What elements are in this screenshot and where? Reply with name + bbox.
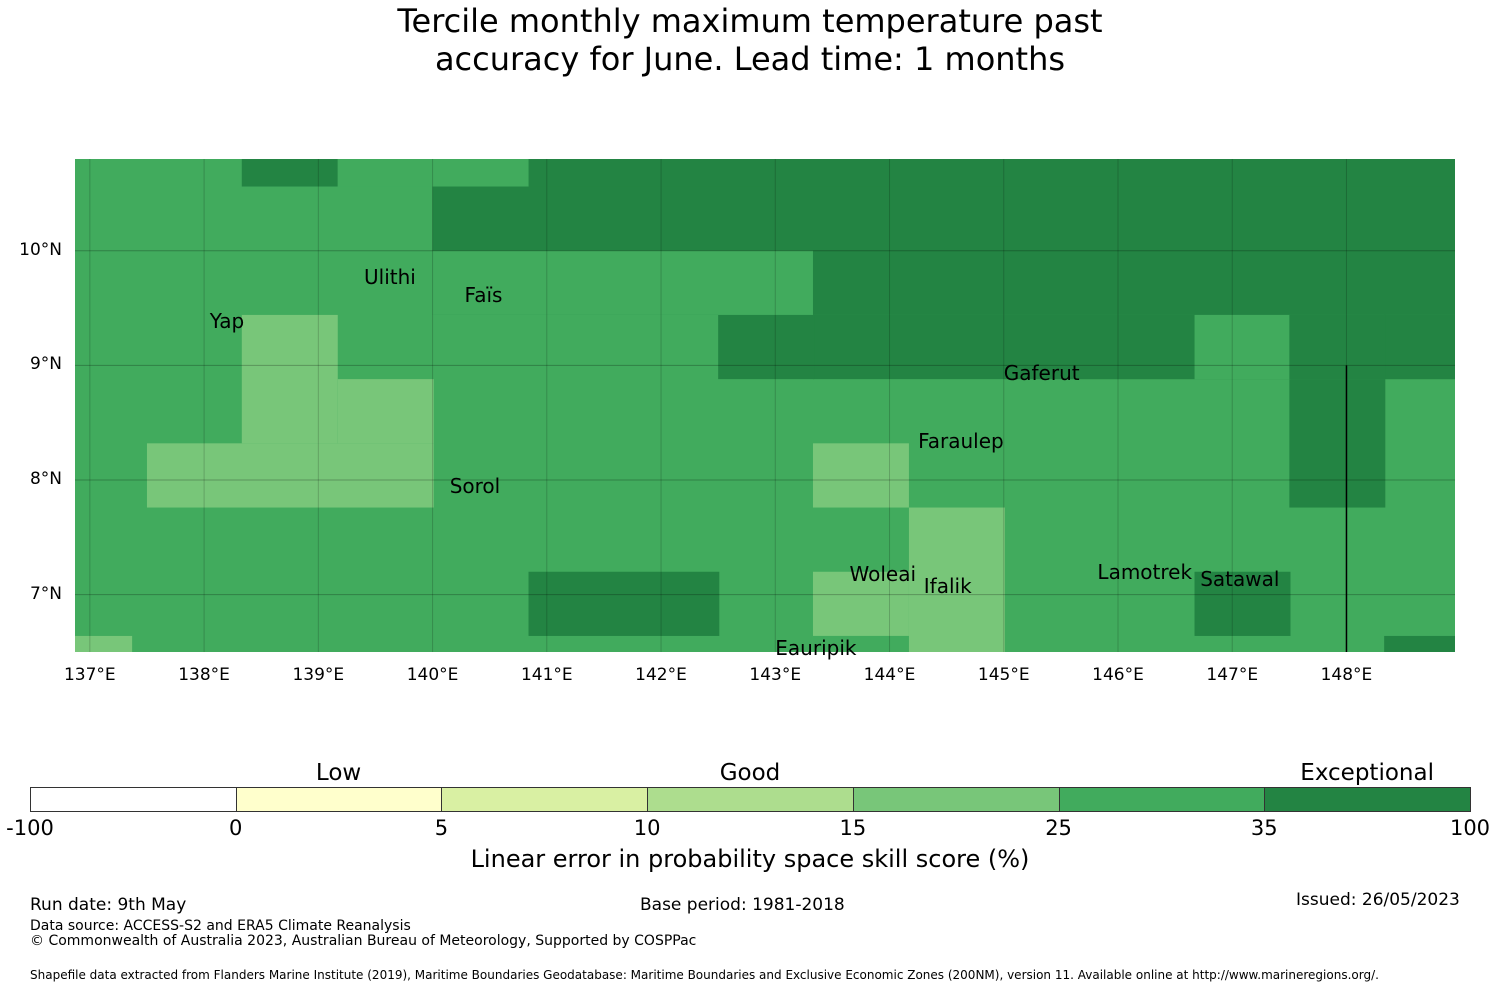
skill-cell <box>908 507 1005 652</box>
colorbar-bin <box>1264 787 1471 812</box>
run-date: Run date: 9th May <box>30 895 187 915</box>
colorbar-bin <box>647 787 854 812</box>
shapefile-credit: Shapefile data extracted from Flanders M… <box>30 968 1379 982</box>
colorbar-bin <box>1058 787 1266 812</box>
data-source: Data source: ACCESS-S2 and ERA5 Climate … <box>30 918 411 934</box>
place-label: Lamotrek <box>1097 560 1193 585</box>
skill-cell <box>718 314 815 380</box>
place-label: Yap <box>209 308 245 333</box>
colorbar-bin <box>30 787 237 812</box>
skill-cell <box>241 159 338 187</box>
place-label: Gaferut <box>1003 360 1080 385</box>
place-label: Ifalik <box>923 573 972 598</box>
skill-cell <box>241 314 338 444</box>
issued-date: Issued: 26/05/2023 <box>1296 890 1460 910</box>
lon-tick-label: 147°E <box>1206 665 1259 685</box>
skill-cell <box>812 443 909 508</box>
skill-cell <box>1003 314 1195 380</box>
skill-cell <box>1289 314 1386 380</box>
lon-tick-label: 139°E <box>292 665 345 685</box>
skill-cell <box>1194 314 1291 380</box>
skill-cell <box>432 159 529 187</box>
colorbar-tick-label: 25 <box>1045 816 1072 840</box>
lon-tick-label: 141°E <box>520 665 573 685</box>
colorbar-tick-label: -100 <box>6 816 54 840</box>
place-label: Satawal <box>1200 566 1280 591</box>
colorbar-bin <box>235 787 443 812</box>
colorbar-category-label: Good <box>719 760 781 786</box>
place-label: Faïs <box>464 282 503 307</box>
skill-cell <box>337 379 434 444</box>
lon-tick-label: 145°E <box>977 665 1030 685</box>
skill-cell <box>1194 571 1291 636</box>
lat-tick-label: 9°N <box>29 354 62 375</box>
base-period: Base period: 1981-2018 <box>640 895 845 915</box>
lon-tick-label: 140°E <box>406 665 459 685</box>
colorbar-tick-label: 35 <box>1250 816 1278 840</box>
colorbar-label: Linear error in probability space skill … <box>470 845 1030 873</box>
colorbar-tick-label: 100 <box>1449 816 1491 840</box>
chart-title-line2: accuracy for June. Lead time: 1 months <box>434 40 1066 78</box>
lon-tick-label: 144°E <box>863 665 916 685</box>
colorbar-tick-label: 10 <box>633 816 661 840</box>
skill-cell <box>812 635 909 652</box>
lon-tick-label: 148°E <box>1320 665 1373 685</box>
skill-cell <box>1384 314 1455 380</box>
place-label: Woleai <box>849 562 917 587</box>
skill-cell <box>528 159 1455 187</box>
lat-tick-label: 7°N <box>29 583 62 604</box>
skill-cell <box>1384 635 1455 652</box>
lon-tick-label: 143°E <box>749 665 802 685</box>
colorbar-category-label: Low <box>315 760 362 786</box>
lon-tick-label: 137°E <box>63 665 116 685</box>
colorbar-tick-label: 15 <box>839 816 867 840</box>
place-label: Eauripik <box>775 635 857 660</box>
colorbar-tick-label: 5 <box>434 816 449 840</box>
place-label: Ulithi <box>364 265 416 290</box>
lon-tick-label: 138°E <box>178 665 230 685</box>
place-label: Faraulep <box>918 429 1004 454</box>
lat-tick-label: 8°N <box>29 469 62 490</box>
place-label: Sorol <box>449 474 501 499</box>
colorbar-tick-label: 0 <box>229 816 243 840</box>
skill-cell <box>75 635 133 652</box>
skill-cell <box>1289 379 1386 508</box>
colorbar-category-label: Exceptional <box>1300 760 1434 786</box>
colorbar-bin <box>852 787 1060 812</box>
skill-map <box>75 159 1455 652</box>
lat-tick-label: 10°N <box>19 239 62 260</box>
chart-title-line1: Tercile monthly maximum temperature past <box>397 2 1103 40</box>
copyright: © Commonwealth of Australia 2023, Austra… <box>30 933 697 949</box>
skill-cell <box>146 443 434 508</box>
lon-tick-label: 142°E <box>635 665 687 685</box>
colorbar-bin <box>441 787 649 812</box>
skill-cell <box>528 571 720 636</box>
skill-cell <box>432 250 813 315</box>
lon-tick-label: 146°E <box>1092 665 1144 685</box>
skill-cell <box>337 159 434 187</box>
skill-cell <box>812 571 909 636</box>
